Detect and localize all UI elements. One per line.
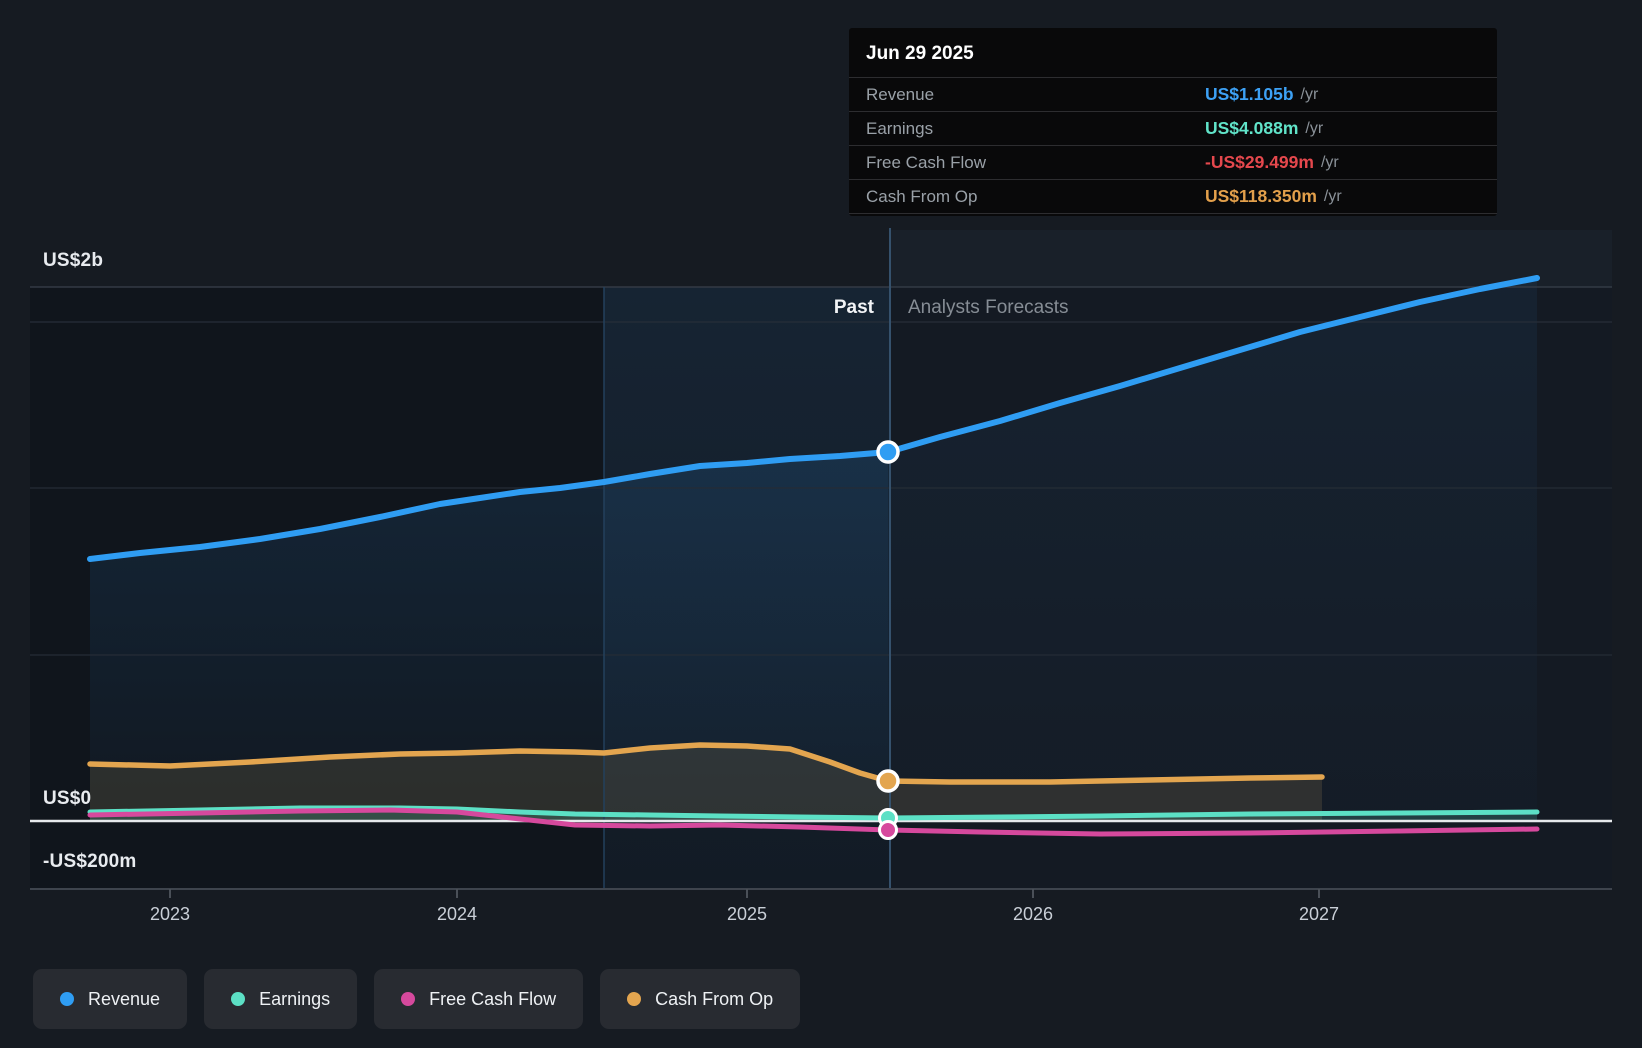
cash-from-op-dot-icon xyxy=(627,992,642,1006)
tooltip-label-revenue: Revenue xyxy=(866,84,935,104)
tooltip-row-free-cash-flow: Free Cash Flow -US$29.499m /yr xyxy=(849,145,1497,179)
tooltip-row-earnings: Earnings US$4.088m /yr xyxy=(849,111,1497,145)
legend-item-earnings[interactable]: Earnings xyxy=(204,969,358,1029)
tooltip-row-cash-from-op: Cash From Op US$118.350m /yr xyxy=(849,179,1497,214)
earnings-dot-icon xyxy=(231,992,246,1006)
cash-from-op-line xyxy=(87,742,1325,785)
revenue-line xyxy=(87,275,1540,562)
x-axis-label-2023: 2023 xyxy=(149,904,191,924)
tooltip-label-earnings: Earnings xyxy=(866,118,934,138)
tooltip-label-cash-from-op: Cash From Op xyxy=(866,186,978,206)
y-axis-label-0: US$0 xyxy=(43,788,92,809)
legend: Revenue Earnings Free Cash Flow Cash Fro… xyxy=(33,969,801,1029)
legend-label-cash-from-op: Cash From Op xyxy=(655,988,774,1009)
cash-from-op-point-marker[interactable] xyxy=(876,769,900,793)
x-axis-label-2024: 2024 xyxy=(436,904,478,924)
x-axis-label-2027: 2027 xyxy=(1298,904,1340,924)
tooltip-unit-free-cash-flow: /yr xyxy=(1320,153,1339,171)
tooltip-unit-revenue: /yr xyxy=(1300,85,1319,103)
y-axis-label-2b: US$2b xyxy=(43,250,104,271)
revenue-dot-icon xyxy=(60,992,74,1006)
legend-label-free-cash-flow: Free Cash Flow xyxy=(429,988,557,1009)
y-axis-label-neg200m: -US$200m xyxy=(43,851,137,872)
revenue-area-past xyxy=(90,452,888,821)
tooltip-row-revenue: Revenue US$1.105b /yr xyxy=(849,77,1497,111)
free-cash-flow-line xyxy=(87,807,1540,837)
tooltip-value-free-cash-flow: -US$29.499m xyxy=(1205,152,1314,172)
legend-item-revenue[interactable]: Revenue xyxy=(33,969,188,1029)
free-cash-flow-point-marker[interactable] xyxy=(878,820,898,840)
cash-from-op-area xyxy=(90,745,1322,821)
tooltip-unit-earnings: /yr xyxy=(1305,119,1324,137)
x-axis-label-2025: 2025 xyxy=(726,904,768,924)
tooltip: Jun 29 2025 Revenue US$1.105b /yr Earnin… xyxy=(849,28,1497,216)
legend-label-revenue: Revenue xyxy=(88,988,161,1009)
legend-label-earnings: Earnings xyxy=(259,988,331,1009)
tooltip-unit-cash-from-op: /yr xyxy=(1323,187,1342,205)
tooltip-value-revenue: US$1.105b xyxy=(1205,84,1294,104)
past-label: Past xyxy=(833,297,874,318)
tooltip-value-earnings: US$4.088m xyxy=(1205,118,1299,138)
legend-item-cash-from-op[interactable]: Cash From Op xyxy=(600,969,801,1029)
free-cash-flow-dot-icon xyxy=(401,992,416,1006)
x-axis-ticks xyxy=(169,889,1320,898)
x-axis-label-2026: 2026 xyxy=(1012,904,1054,924)
tooltip-value-cash-from-op: US$118.350m xyxy=(1205,186,1317,206)
tooltip-label-free-cash-flow: Free Cash Flow xyxy=(866,152,986,172)
legend-item-free-cash-flow[interactable]: Free Cash Flow xyxy=(374,969,584,1029)
revenue-area-forecast xyxy=(888,278,1537,821)
tooltip-date: Jun 29 2025 xyxy=(866,43,974,64)
revenue-point-marker[interactable] xyxy=(876,440,900,464)
analysts-forecasts-label: Analysts Forecasts xyxy=(908,297,1069,318)
